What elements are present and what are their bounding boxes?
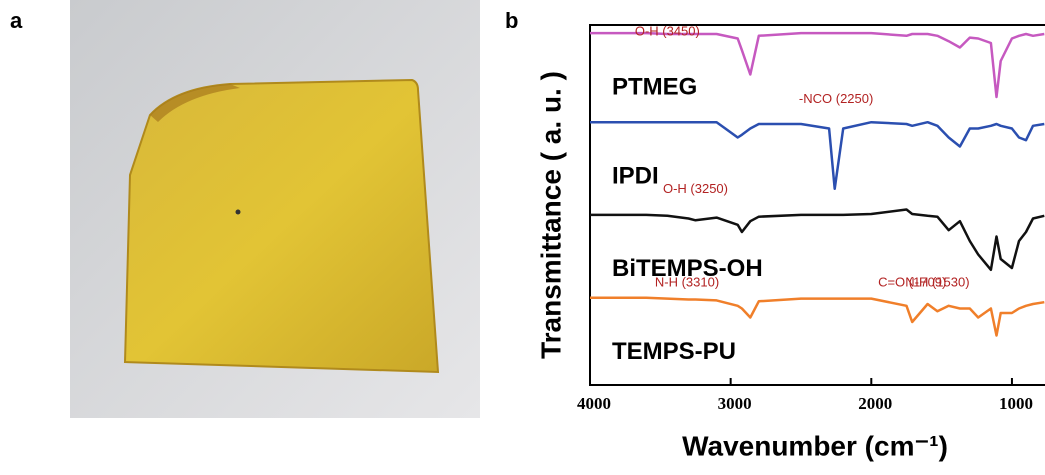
- series-label: TEMPS-PU: [612, 338, 736, 365]
- annotation: N-H (1530): [905, 275, 969, 290]
- series-label: IPDI: [612, 163, 659, 190]
- figure: a b 4000 3000 2000 1000 Wavenumber (cm⁻¹) Tra…: [0, 0, 1045, 475]
- annotation: N-H (3310): [655, 275, 719, 290]
- x-tick-label: 1000: [999, 394, 1033, 413]
- annotation: O-H (3250): [663, 181, 728, 196]
- x-tick-label: 4000: [577, 394, 611, 413]
- x-tick-label: 2000: [858, 394, 892, 413]
- y-axis-label: Transmittance ( a. u. ): [535, 71, 566, 359]
- annotation: -NCO (2250): [799, 91, 873, 106]
- series-label: PTMEG: [612, 73, 697, 100]
- x-axis-label: Wavenumber (cm⁻¹): [682, 430, 948, 461]
- panel-label: b: [505, 8, 518, 33]
- spectrum-line: [590, 298, 1044, 336]
- photo: [70, 0, 480, 418]
- chart: 4000 3000 2000 1000 Wavenumber (cm⁻¹) Transmi…: [535, 24, 1045, 462]
- annotation: O-H (3450): [635, 24, 700, 39]
- panel-label: a: [10, 8, 23, 33]
- x-tick-label: 3000: [718, 394, 752, 413]
